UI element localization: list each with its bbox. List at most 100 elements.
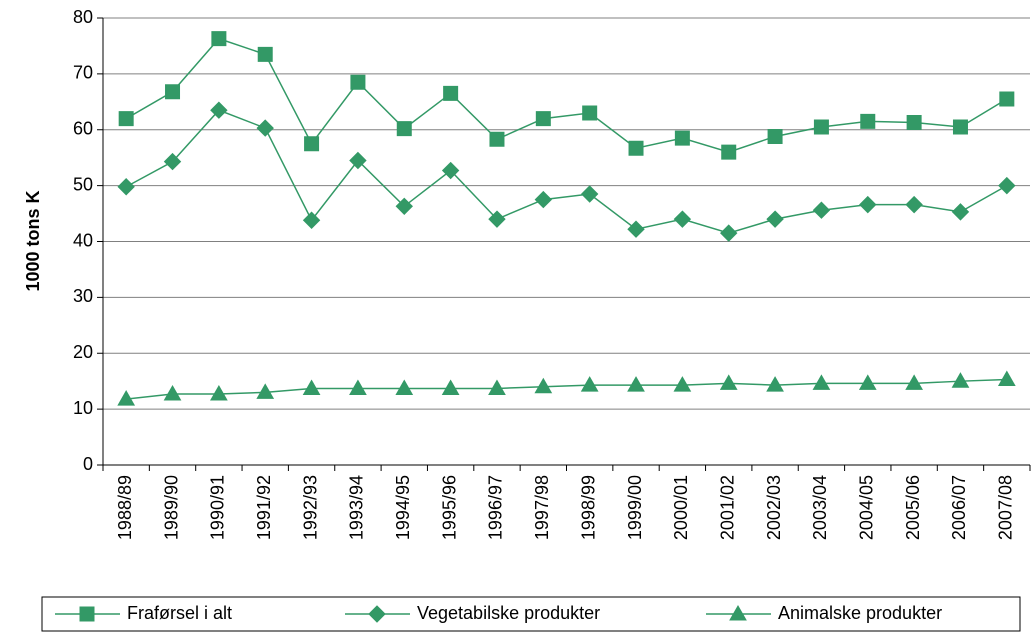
triangle-marker [729,604,747,621]
series-line [126,378,1007,400]
diamond-marker [580,185,599,203]
triangle-marker [349,379,367,395]
triangle-marker [905,374,923,390]
y-tick-label: 10 [73,398,93,418]
square-marker [257,46,273,62]
triangle-marker [534,377,553,394]
y-tick-label: 20 [73,342,93,362]
x-tick-label: 2000/01 [671,475,691,540]
triangle-marker [673,376,692,392]
x-tick-label: 2001/02 [717,475,737,540]
triangle-marker [163,385,182,401]
x-tick-label: 1995/96 [439,475,459,540]
x-tick-label: 2006/07 [949,475,969,540]
square-marker [813,119,829,135]
y-tick-label: 70 [73,63,93,83]
diamond-marker [812,201,831,219]
square-marker [952,119,968,135]
diamond-marker [673,210,692,228]
legend-label: Animalske produkter [778,603,942,623]
diamond-marker [349,151,367,170]
legend-label: Vegetabilske produkter [417,603,600,623]
x-tick-label: 1992/93 [300,475,320,540]
diamond-marker [488,210,506,228]
triangle-marker [117,390,136,406]
square-marker [396,121,412,137]
diamond-marker [441,161,460,180]
x-tick-label: 1998/99 [578,475,598,540]
square-marker [79,606,95,622]
y-axis-label: 1000 tons K [23,190,43,291]
x-tick-label: 1997/98 [532,475,552,540]
x-tick-label: 1988/89 [115,475,135,540]
legend-box [41,596,1021,632]
square-marker [906,114,922,130]
triangle-marker [580,376,599,392]
diamond-marker [368,605,386,623]
y-tick-label: 60 [73,119,93,139]
diamond-marker [534,190,553,209]
triangle-marker [395,379,414,395]
triangle-marker [951,372,970,388]
diamond-marker [117,178,135,196]
square-marker [304,136,320,152]
square-marker [350,74,366,90]
square-marker [674,130,690,146]
square-marker [582,105,598,121]
diamond-marker [720,224,738,242]
x-tick-label: 2003/04 [810,475,830,540]
square-marker [628,140,644,156]
triangle-marker [766,376,784,392]
x-tick-label: 2002/03 [764,475,784,540]
x-tick-label: 1996/97 [486,475,506,540]
y-tick-label: 0 [83,454,93,474]
x-tick-label: 2005/06 [903,475,923,540]
x-tick-label: 1989/90 [161,475,181,540]
x-tick-label: 1994/95 [393,475,413,540]
square-marker [767,128,783,144]
diamond-marker [256,119,274,137]
x-tick-label: 1990/91 [208,475,228,540]
triangle-marker [441,379,460,395]
triangle-marker [627,376,645,392]
diamond-marker [163,152,182,171]
y-tick-label: 40 [73,230,93,250]
square-marker [489,131,505,147]
triangle-marker [488,379,506,395]
square-marker [165,84,181,100]
diamond-marker [951,203,970,221]
triangle-marker [997,370,1016,387]
square-marker [118,111,134,127]
x-tick-label: 2004/05 [857,475,877,540]
triangle-marker [256,383,275,399]
square-marker [721,144,737,160]
legend-label: Fraførsel i alt [127,603,232,623]
square-marker [999,91,1015,107]
square-marker [443,85,459,101]
triangle-marker [858,374,877,390]
triangle-marker [812,374,831,390]
y-tick-label: 50 [73,174,93,194]
series-line [125,37,1008,153]
x-tick-label: 1993/94 [347,475,367,540]
diamond-marker [302,211,321,229]
diamond-marker [627,220,645,238]
diamond-marker [859,195,877,214]
triangle-marker [719,374,738,390]
x-tick-label: 1999/00 [625,475,645,540]
y-tick-label: 30 [73,286,93,306]
square-marker [211,31,227,47]
diamond-marker [998,176,1016,195]
triangle-marker [210,385,228,401]
diamond-marker [210,101,228,119]
triangle-marker [302,379,321,395]
x-tick-label: 2007/08 [996,475,1016,540]
diamond-marker [905,195,923,214]
diamond-marker [395,197,413,216]
square-marker [860,113,876,129]
diamond-marker [766,210,784,228]
y-tick-label: 80 [73,7,93,27]
square-marker [535,111,551,127]
x-tick-label: 1991/92 [254,475,274,540]
